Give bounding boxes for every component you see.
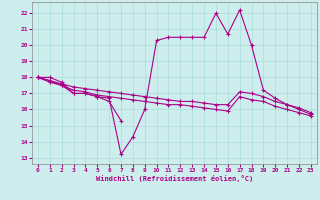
X-axis label: Windchill (Refroidissement éolien,°C): Windchill (Refroidissement éolien,°C) bbox=[96, 175, 253, 182]
